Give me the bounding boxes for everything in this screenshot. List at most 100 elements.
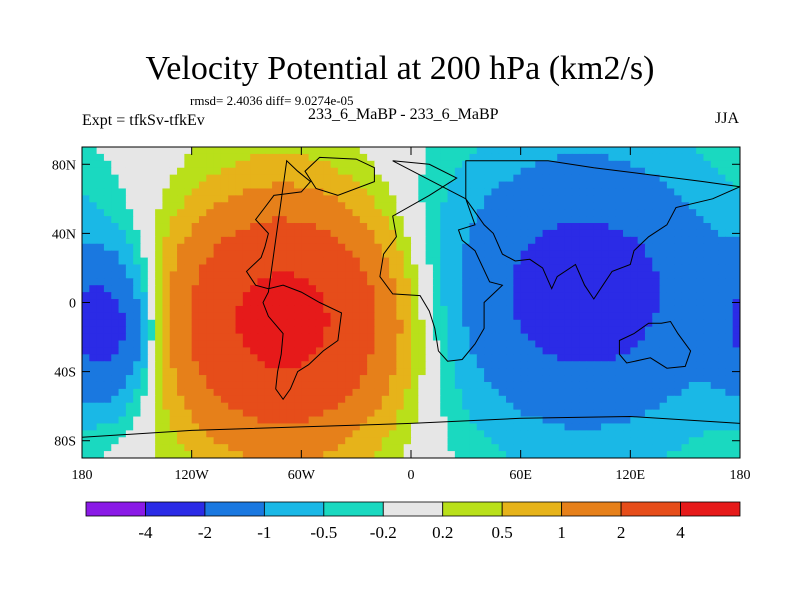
field-cell [462,402,471,411]
field-cell [250,271,259,279]
field-cell [213,285,222,293]
field-cell [411,209,419,217]
field-cell [213,437,222,445]
field-cell [586,326,595,335]
field-cell [242,292,251,300]
field-cell [579,451,588,458]
field-cell [527,292,536,300]
field-cell [169,216,178,224]
field-cell [162,354,171,362]
field-cell [674,395,683,404]
field-cell [447,312,456,321]
field-cell [242,423,251,431]
field-cell [462,347,471,355]
field-cell [330,292,339,300]
field-cell [389,409,397,418]
field-cell [184,409,193,418]
field-cell [374,375,383,383]
field-cell [359,312,368,321]
field-cell [644,423,653,431]
field-cell [440,395,449,404]
field-cell [345,188,354,196]
field-cell [557,229,566,238]
field-cell [389,416,397,425]
field-cell [571,181,580,190]
field-cell [228,243,237,252]
field-cell [615,236,624,245]
field-cell [718,409,726,418]
field-cell [279,216,288,224]
field-cell [644,264,653,272]
field-cell [111,202,120,210]
field-cell [367,195,376,203]
field-cell [286,216,295,224]
field-cell [601,451,609,458]
field-cell [586,285,595,293]
field-cell [440,174,449,183]
field-cell [571,361,580,369]
field-cell [586,416,595,425]
field-cell [286,430,295,438]
field-cell [703,147,712,155]
field-cell [527,451,536,458]
field-cell [615,319,624,328]
field-cell [659,333,668,342]
field-cell [440,243,449,252]
field-cell [681,285,690,293]
field-cell [352,257,361,266]
field-cell [527,216,536,224]
field-cell [535,202,544,210]
field-cell [352,236,361,245]
field-cell [579,368,588,376]
field-cell [411,216,419,224]
field-cell [484,444,493,452]
field-cell [264,147,273,155]
field-cell [469,409,478,418]
field-cell [491,188,500,196]
field-cell [440,257,449,266]
field-cell [272,202,280,210]
field-cell [571,167,580,176]
field-cell [601,167,609,176]
field-cell [396,188,405,196]
field-cell [257,402,266,411]
field-cell [155,147,164,155]
field-cell [432,167,441,176]
field-cell [440,271,449,279]
field-cell [133,181,142,190]
field-cell [476,236,485,245]
field-cell [147,188,156,196]
field-cell [506,451,514,458]
field-cell [674,147,683,155]
field-cell [527,264,536,272]
field-cell [213,160,222,169]
field-cell [484,312,493,321]
field-cell [418,319,427,328]
field-cell [527,395,536,404]
y-tick-label: 40S [54,366,76,381]
field-cell [484,271,493,279]
field-cell [564,368,573,376]
field-cell [681,292,690,300]
field-cell [630,347,639,355]
field-cell [118,409,127,418]
field-cell [147,333,156,342]
field-cell [206,167,215,176]
field-cell [527,174,536,183]
field-cell [666,243,675,252]
field-cell [89,354,98,362]
field-cell [718,195,726,203]
field-cell [637,209,646,217]
field-cell [111,243,120,252]
field-cell [425,375,434,383]
field-cell [557,160,566,169]
field-cell [191,236,200,245]
field-cell [155,271,164,279]
field-cell [403,381,412,390]
field-cell [703,451,712,458]
field-cell [89,451,98,458]
field-cell [133,174,142,183]
field-cell [462,299,471,307]
field-cell [564,312,573,321]
field-cell [557,285,566,293]
